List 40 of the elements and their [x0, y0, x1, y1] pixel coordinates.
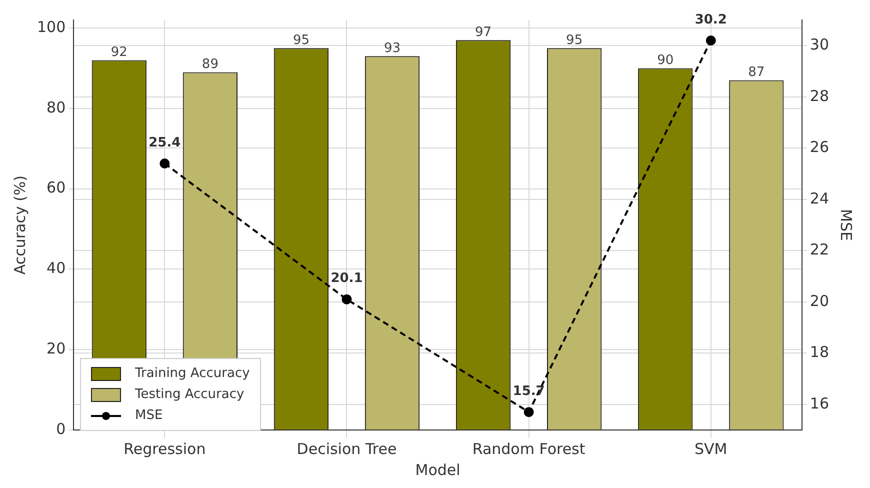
x-tick-label: Regression [124, 440, 206, 458]
data-label: 92 [110, 45, 128, 60]
y-tick-label: 100 [36, 18, 66, 36]
data-label: 90 [657, 53, 674, 68]
y2-tick-label: 20 [810, 292, 830, 310]
data-label: 97 [475, 24, 492, 40]
y2-tick-label: 24 [810, 189, 830, 208]
y-axis-title: Accuracy (%) [10, 175, 29, 275]
data-label: 30.2 [694, 12, 727, 28]
data-label: 89 [202, 57, 218, 72]
point [342, 294, 352, 304]
x-tick-label: SVM [694, 440, 728, 458]
legend-label: Testing Accuracy [135, 387, 244, 402]
data-label: 25.4 [148, 135, 181, 150]
y2-tick-label: 22 [810, 240, 830, 259]
y-tick-label: 60 [46, 178, 66, 197]
y2-tick-label: 16 [810, 394, 830, 412]
data-label: 95 [566, 33, 583, 48]
y2-tick-label: 28 [810, 86, 830, 105]
y-tick-label: 40 [46, 259, 66, 278]
point [524, 407, 534, 418]
y2-tick-label: 30 [810, 36, 830, 54]
legend-label: Training Accuracy [135, 366, 250, 381]
point [706, 36, 716, 46]
y-tick-label: 20 [46, 340, 66, 358]
data-label: 95 [292, 33, 310, 48]
x-axis-title: Model [415, 460, 460, 479]
data-label: 93 [384, 41, 401, 56]
data-label: 15.7 [512, 384, 545, 399]
legend-label: MSE [135, 408, 163, 423]
y2-tick-label: 18 [810, 343, 830, 362]
point [160, 158, 170, 168]
data-label: 87 [748, 65, 765, 80]
data-label: 20.1 [330, 271, 363, 286]
x-tick-label: Decision Tree [296, 440, 397, 458]
y2-axis-title: MSE [837, 209, 856, 241]
y-tick-label: 0 [56, 420, 66, 438]
y-tick-label: 80 [46, 98, 66, 116]
y2-tick-label: 26 [810, 138, 830, 156]
x-tick-label: Random Forest [472, 440, 586, 458]
